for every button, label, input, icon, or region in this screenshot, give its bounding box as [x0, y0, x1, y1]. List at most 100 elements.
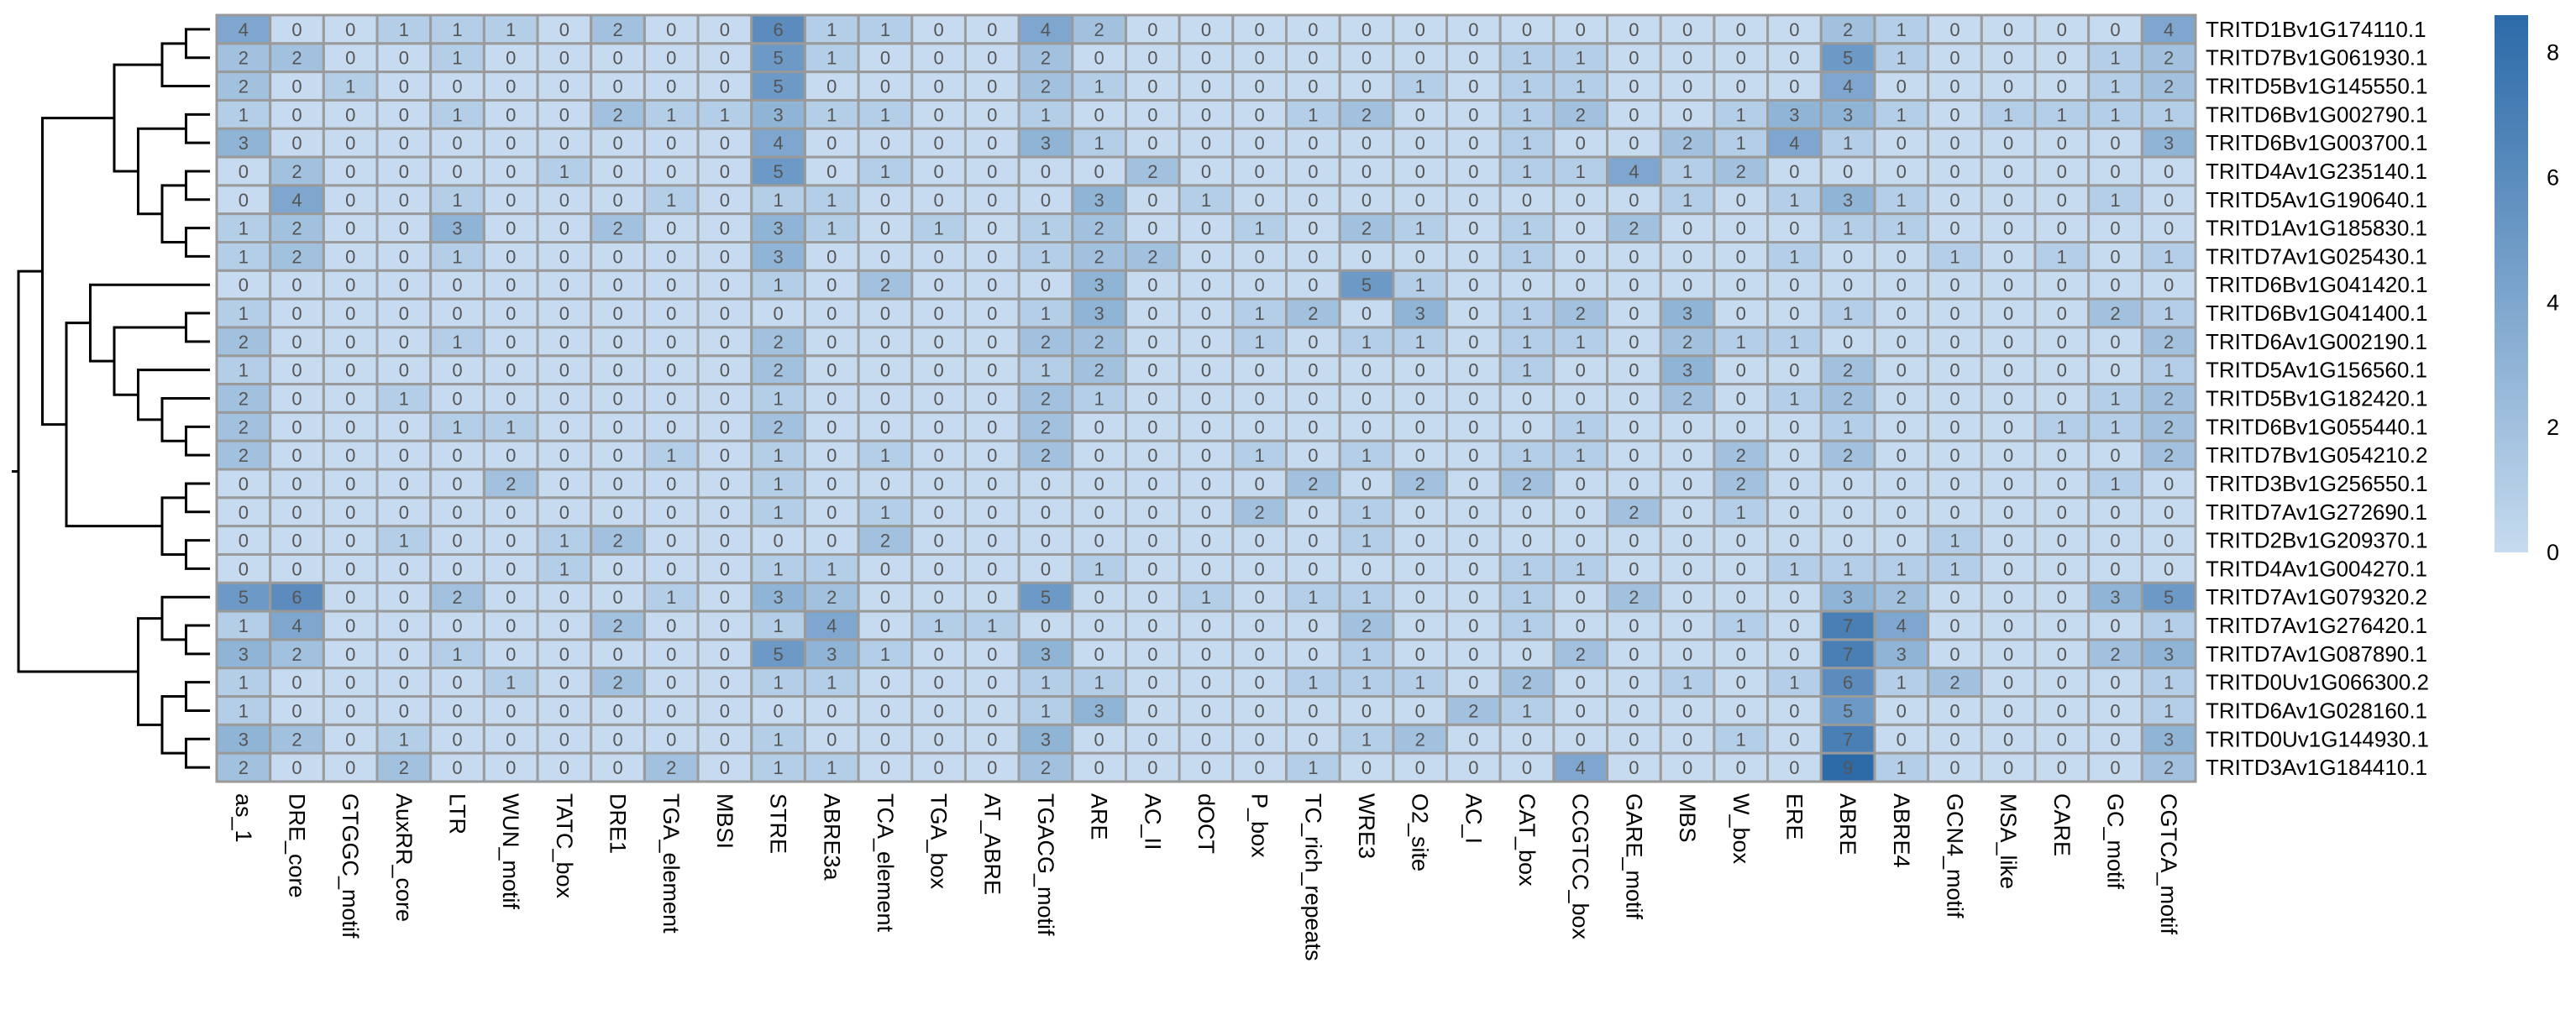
heatmap-cell: [1231, 326, 1288, 358]
cell-value-label: 0: [2110, 757, 2120, 778]
cell-value-label: 0: [880, 558, 890, 579]
cell-value-label: 1: [1789, 558, 1799, 579]
cell-value-label: 0: [1789, 615, 1799, 636]
cell-value-label: 0: [2164, 161, 2174, 182]
cell-value-label: 1: [1361, 332, 1372, 353]
cell-value-label: 1: [1041, 104, 1051, 125]
cell-value-label: 1: [2057, 416, 2067, 437]
cell-value-label: 0: [1736, 672, 1746, 693]
cell-value-label: 0: [1361, 133, 1372, 154]
cell-value-label: 0: [1897, 76, 1907, 97]
cell-value-label: 0: [1255, 161, 1265, 182]
column-label: ABRE4: [1889, 793, 1914, 868]
cell-value-label: 0: [1201, 502, 1211, 523]
cell-value-label: 0: [506, 531, 516, 552]
cell-value-label: 3: [1094, 190, 1104, 211]
cell-value-label: 1: [1308, 104, 1318, 125]
cell-value-label: 2: [1415, 729, 1425, 750]
cell-value-label: 0: [1201, 332, 1211, 353]
heatmap-cell: [1178, 184, 1235, 216]
cell-value-label: 0: [399, 76, 409, 97]
cell-value-label: 1: [399, 531, 409, 552]
cell-value-label: 0: [559, 644, 569, 665]
cell-value-label: 2: [1041, 757, 1051, 778]
cell-value-label: 4: [1789, 133, 1799, 154]
cell-value-label: 0: [2003, 19, 2013, 40]
cell-value-label: 1: [826, 672, 837, 693]
cell-value-label: 0: [880, 332, 890, 353]
cell-value-label: 1: [773, 190, 783, 211]
cell-value-label: 0: [2003, 76, 2013, 97]
cell-value-label: 0: [1682, 48, 1692, 69]
cell-value-label: 0: [1094, 531, 1104, 552]
cell-value-label: 1: [1843, 558, 1853, 579]
cell-value-label: 0: [720, 389, 730, 410]
cell-value-label: 0: [987, 531, 997, 552]
cell-value-label: 0: [399, 360, 409, 381]
heatmap-cell: [1392, 127, 1449, 159]
cell-value-label: 0: [1629, 700, 1639, 721]
cell-value-label: 0: [452, 729, 462, 750]
cell-value-label: 0: [720, 757, 730, 778]
cell-value-label: 2: [1629, 218, 1639, 239]
cell-value-label: 0: [666, 246, 676, 267]
column-label: AC_I: [1461, 793, 1486, 844]
cell-value-label: 0: [612, 416, 622, 437]
cell-value-label: 0: [2003, 644, 2013, 665]
cell-value-label: 0: [1576, 502, 1586, 523]
cell-value-label: 0: [666, 76, 676, 97]
heatmap-cell: [1445, 98, 1502, 130]
cell-value-label: 0: [1147, 445, 1157, 466]
column-label: LTR: [445, 793, 470, 834]
cell-value-label: 0: [399, 587, 409, 608]
column-label: ABRE: [1835, 793, 1860, 855]
heatmap-cell: [803, 98, 860, 130]
cell-value-label: 1: [880, 19, 890, 40]
cell-value-label: 5: [1041, 587, 1051, 608]
cell-value-label: 0: [1736, 416, 1746, 437]
cell-value-label: 0: [239, 558, 249, 579]
cell-value-label: 0: [399, 502, 409, 523]
cell-value-label: 0: [1255, 416, 1265, 437]
cell-value-label: 0: [1949, 389, 1960, 410]
cell-value-label: 0: [2003, 531, 2013, 552]
column-label: MSA_like: [1996, 793, 2021, 889]
cell-value-label: 0: [1736, 360, 1746, 381]
cell-value-label: 1: [1897, 757, 1907, 778]
cell-value-label: 0: [720, 76, 730, 97]
cell-value-label: 0: [1308, 615, 1318, 636]
cell-value-label: 1: [1415, 275, 1425, 296]
cell-value-label: 2: [239, 76, 249, 97]
cell-value-label: 3: [1094, 303, 1104, 324]
cell-value-label: 0: [1682, 757, 1692, 778]
cell-value-label: 0: [1789, 757, 1799, 778]
cell-value-label: 0: [1147, 104, 1157, 125]
cell-value-label: 0: [1308, 332, 1318, 353]
cell-value-label: 0: [1361, 558, 1372, 579]
heatmap-cell: [1178, 42, 1235, 74]
cell-value-label: 2: [826, 587, 837, 608]
cell-value-label: 0: [345, 672, 355, 693]
cell-value-label: 0: [612, 275, 622, 296]
heatmap-cell: [1927, 383, 1983, 414]
cell-value-label: 0: [1576, 473, 1586, 494]
column-label: GARE_motif: [1621, 793, 1646, 920]
cell-value-label: 2: [773, 416, 783, 437]
cell-value-label: 0: [1629, 104, 1639, 125]
cell-value-label: 0: [1576, 19, 1586, 40]
cell-value-label: 0: [291, 445, 302, 466]
cell-value-label: 1: [2003, 104, 2013, 125]
cell-value-label: 0: [720, 445, 730, 466]
heatmap-cell: [1071, 326, 1127, 358]
cell-value-label: 0: [1255, 729, 1265, 750]
heatmap-cell: [590, 383, 646, 414]
cell-value-label: 0: [1255, 615, 1265, 636]
cell-value-label: 4: [1576, 757, 1586, 778]
cell-value-label: 1: [1897, 19, 1907, 40]
cell-value-label: 0: [2057, 672, 2067, 693]
cell-value-label: 2: [2164, 416, 2174, 437]
cell-value-label: 1: [1576, 332, 1586, 353]
cell-value-label: 0: [1415, 502, 1425, 523]
heatmap-cell: [2087, 326, 2143, 358]
cell-value-label: 0: [720, 587, 730, 608]
